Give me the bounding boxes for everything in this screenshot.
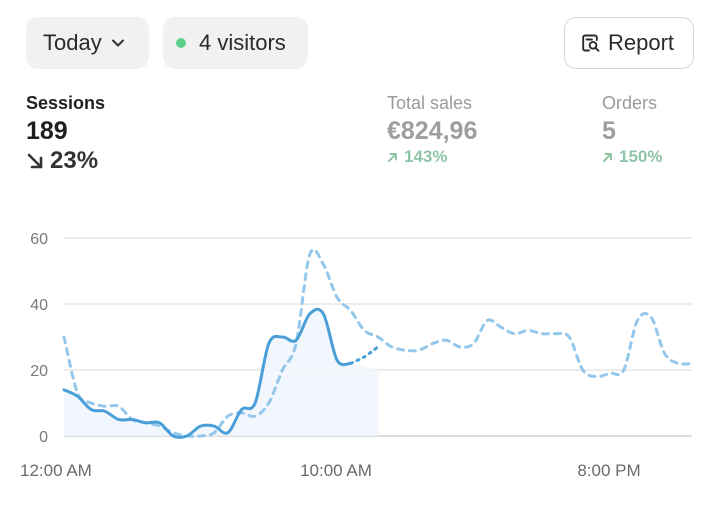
live-status-dot — [176, 38, 186, 48]
orders-value: 5 — [602, 117, 616, 145]
today-area — [64, 309, 379, 438]
live-visitors-badge[interactable]: 4 visitors — [163, 17, 308, 69]
x-tick-label: 8:00 PM — [577, 461, 640, 480]
period-label: Today — [43, 30, 102, 55]
today-projection-line — [349, 345, 380, 365]
chart-series — [62, 247, 694, 439]
chart-area-fill — [64, 309, 379, 438]
period-dropdown[interactable]: Today — [26, 17, 149, 69]
report-button[interactable]: Report — [564, 17, 694, 69]
orders-change-value: 150% — [619, 147, 663, 166]
sessions-label: Sessions — [26, 93, 106, 113]
chevron-down-icon — [111, 38, 125, 48]
total-sales-value: €824,96 — [387, 117, 478, 145]
y-tick-label: 60 — [30, 231, 48, 248]
report-label: Report — [608, 30, 675, 55]
y-tick-label: 40 — [30, 297, 48, 314]
sessions-metric[interactable]: Sessions 189 23% — [26, 92, 105, 175]
report-search-icon — [581, 33, 601, 53]
visitors-label: 4 visitors — [199, 30, 286, 55]
total-sales-change-value: 143% — [404, 147, 448, 166]
x-tick-label: 12:00 AM — [20, 461, 92, 480]
sessions-change: 23% — [26, 147, 105, 175]
sessions-chart: 0 20 40 60 12:00 AM 10:00 AM 8:00 PM — [20, 231, 694, 480]
arrow-down-right-icon — [26, 152, 44, 170]
arrow-up-right-icon — [387, 152, 398, 163]
total-sales-label: Total sales — [387, 93, 473, 113]
y-tick-label: 20 — [30, 363, 48, 380]
total-sales-change: 143% — [387, 147, 477, 167]
arrow-up-right-icon — [602, 152, 613, 163]
x-axis-ticks: 12:00 AM 10:00 AM 8:00 PM — [20, 461, 641, 480]
today-sessions-line — [62, 307, 353, 439]
sessions-change-value: 23% — [50, 147, 99, 174]
total-sales-metric[interactable]: Total sales €824,96 143% — [387, 92, 477, 167]
orders-change: 150% — [602, 147, 662, 167]
y-axis-ticks: 0 20 40 60 — [30, 231, 48, 446]
orders-label: Orders — [602, 93, 658, 113]
sessions-value: 189 — [26, 117, 68, 145]
orders-metric[interactable]: Orders 5 150% — [602, 92, 662, 167]
y-tick-label: 0 — [39, 429, 48, 446]
x-tick-label: 10:00 AM — [300, 461, 372, 480]
